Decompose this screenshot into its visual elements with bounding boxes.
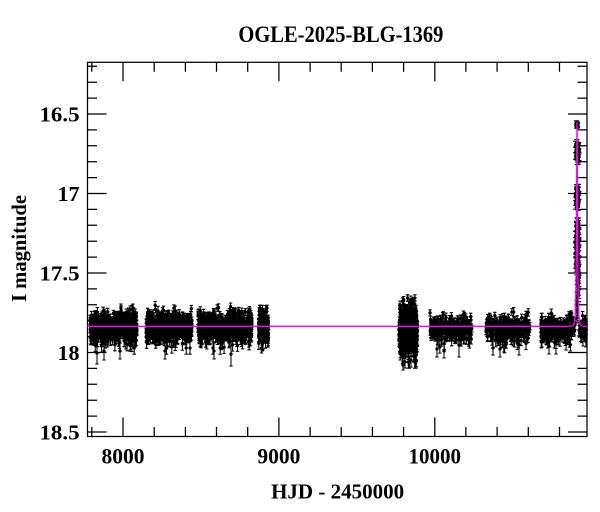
svg-text:18: 18 [58, 341, 80, 365]
svg-text:17: 17 [58, 182, 80, 206]
svg-text:16.5: 16.5 [40, 103, 80, 127]
svg-text:OGLE-2025-BLG-1369: OGLE-2025-BLG-1369 [238, 22, 443, 48]
svg-text:I magnitude: I magnitude [7, 195, 31, 302]
svg-text:8000: 8000 [102, 444, 145, 469]
svg-text:17.5: 17.5 [40, 262, 80, 286]
svg-text:18.5: 18.5 [40, 421, 80, 445]
svg-text:HJD - 2450000: HJD - 2450000 [271, 480, 404, 504]
svg-text:9000: 9000 [257, 444, 300, 469]
svg-text:10000: 10000 [409, 444, 462, 469]
